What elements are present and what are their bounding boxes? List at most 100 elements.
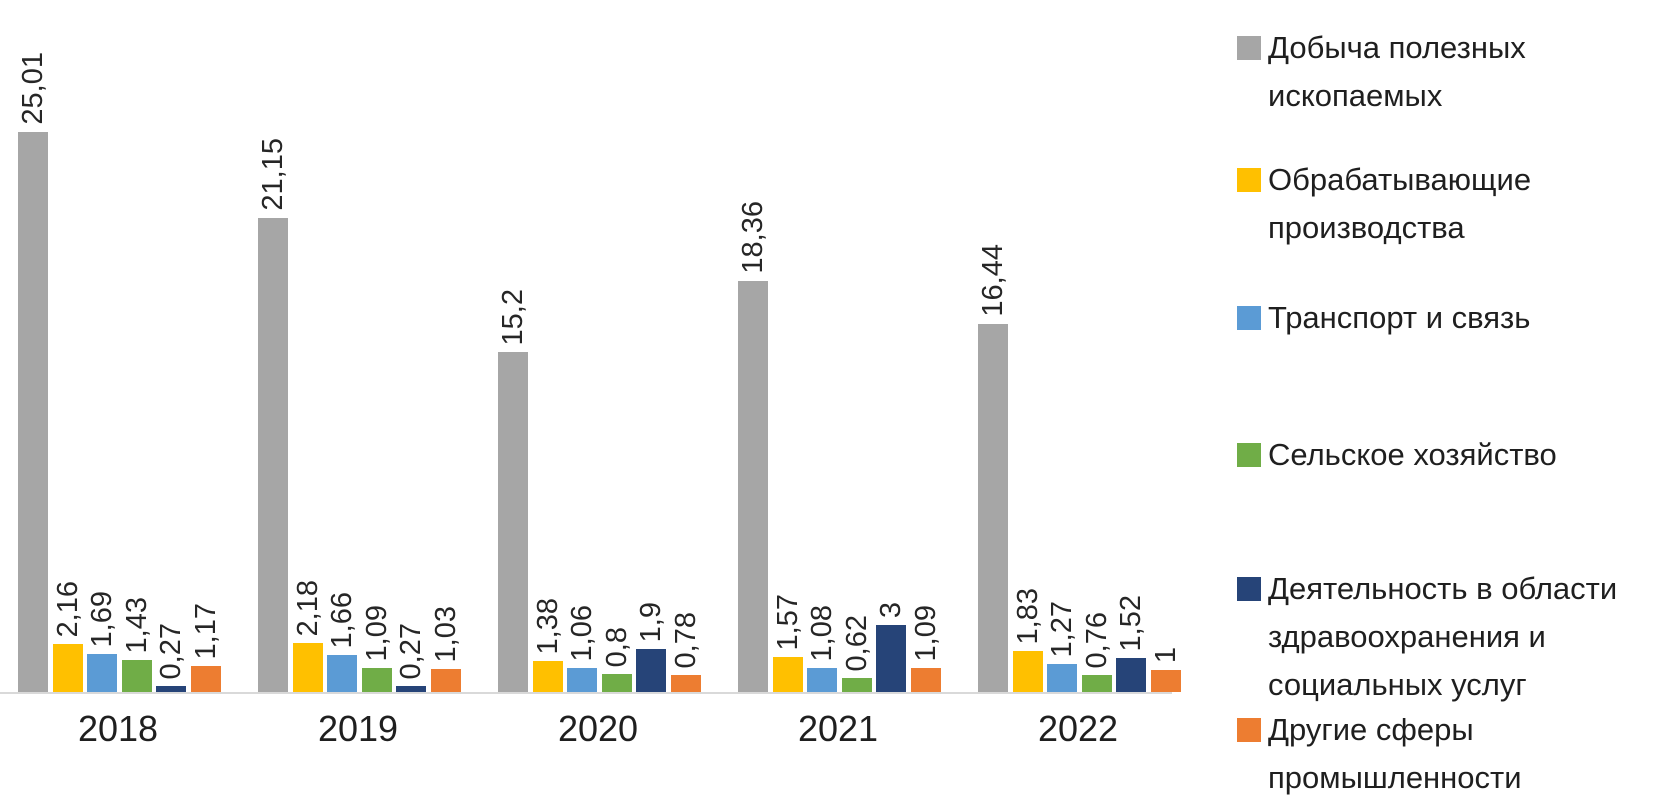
bar-2020-s0 — [498, 352, 528, 692]
bar-value-label-2022-s3: 0,76 — [1081, 611, 1113, 668]
bar-2018-s0 — [18, 132, 48, 692]
x-axis-label-2021: 2021 — [797, 708, 879, 749]
bar-value-label-2019-s5: 1,03 — [430, 605, 462, 662]
bar-2020-s3 — [602, 674, 632, 692]
bar-2021-s0 — [738, 281, 768, 692]
legend-label-agriculture: Сельское хозяйство — [1268, 437, 1557, 472]
bar-value-label-2020-s1: 1,38 — [532, 597, 564, 654]
bar-value-label-2021-s1: 1,57 — [772, 593, 804, 650]
bar-slot-2019-s0: 21,15 — [257, 0, 289, 692]
bar-slot-2019-s4: 0,27 — [395, 0, 427, 692]
bar-slot-2018-s2: 1,69 — [86, 0, 118, 692]
bar-value-label-2019-s2: 1,66 — [326, 591, 358, 648]
bar-2022-s0 — [978, 324, 1008, 692]
bar-value-label-2018-s3: 1,43 — [121, 596, 153, 653]
bar-slot-2021-s1: 1,57 — [772, 0, 804, 692]
bar-slot-2019-s5: 1,03 — [430, 0, 462, 692]
bar-2019-s5 — [431, 669, 461, 692]
bar-value-label-2019-s1: 2,18 — [292, 579, 324, 636]
bar-2019-s3 — [362, 668, 392, 692]
legend-item-transport: Транспорт и связь — [1237, 294, 1530, 342]
bar-value-label-2020-s0: 15,2 — [497, 288, 529, 345]
bar-2022-s1 — [1013, 651, 1043, 692]
legend-swatch-other-icon — [1237, 718, 1261, 742]
bar-2019-s1 — [293, 643, 323, 692]
bar-2020-s4 — [636, 649, 666, 692]
bar-value-label-2021-s0: 18,36 — [737, 201, 769, 274]
bar-value-label-2018-s0: 25,01 — [17, 52, 49, 125]
bar-value-label-2022-s5: 1 — [1150, 646, 1182, 663]
bar-2021-s1 — [773, 657, 803, 692]
bar-2018-s1 — [53, 644, 83, 692]
bar-2021-s3 — [842, 678, 872, 692]
bar-slot-2022-s3: 0,76 — [1081, 0, 1113, 692]
bar-value-label-2022-s1: 1,83 — [1012, 587, 1044, 644]
legend-label-mining: Добыча полезных ископаемых — [1268, 30, 1526, 113]
legend-item-other: Другие сферы промышленности — [1237, 706, 1522, 802]
bar-slot-2021-s5: 1,09 — [910, 0, 942, 692]
chart-legend: Добыча полезных ископаемых Обрабатывающи… — [1237, 0, 1654, 806]
bar-value-label-2020-s5: 0,78 — [670, 611, 702, 668]
bar-2021-s4 — [876, 625, 906, 692]
plot-area: 25,01 2,16 1,69 1,43 0,27 1,17 21,15 2,18 1,66 1,… — [0, 0, 1182, 749]
bar-value-label-2019-s3: 1,09 — [361, 604, 393, 661]
bar-value-label-2019-s0: 21,15 — [257, 138, 289, 211]
bar-slot-2019-s2: 1,66 — [326, 0, 358, 692]
legend-item-healthcare: Деятельность в области здравоохранения и… — [1237, 565, 1617, 709]
bar-2022-s2 — [1047, 664, 1077, 692]
bar-value-label-2018-s4: 0,27 — [155, 622, 187, 679]
bar-slot-2020-s1: 1,38 — [532, 0, 564, 692]
bar-value-label-2020-s3: 0,8 — [601, 626, 633, 667]
x-axis-line — [0, 692, 1172, 694]
bar-2021-s5 — [911, 668, 941, 692]
bar-2020-s2 — [567, 668, 597, 692]
bar-2019-s0 — [258, 218, 288, 692]
bar-2021-s2 — [807, 668, 837, 692]
bar-value-label-2020-s2: 1,06 — [566, 604, 598, 661]
bar-2022-s4 — [1116, 658, 1146, 692]
bar-value-label-2018-s2: 1,69 — [86, 590, 118, 647]
bar-value-label-2018-s5: 1,17 — [190, 602, 222, 659]
bar-value-label-2021-s3: 0,62 — [841, 614, 873, 671]
bar-value-label-2021-s4: 3 — [875, 601, 907, 618]
x-axis-label-2018: 2018 — [77, 708, 159, 749]
bar-slot-2018-s3: 1,43 — [121, 0, 153, 692]
bar-value-label-2022-s4: 1,52 — [1115, 594, 1147, 651]
bar-slot-2020-s0: 15,2 — [497, 0, 529, 692]
x-axis-label-2022: 2022 — [1037, 708, 1119, 749]
bar-slot-2019-s1: 2,18 — [292, 0, 324, 692]
legend-label-other: Другие сферы промышленности — [1268, 712, 1522, 795]
legend-label-transport: Транспорт и связь — [1268, 300, 1531, 335]
bar-slot-2022-s1: 1,83 — [1012, 0, 1044, 692]
bar-2020-s5 — [671, 675, 701, 692]
bar-value-label-2022-s0: 16,44 — [977, 244, 1009, 317]
bar-2019-s2 — [327, 655, 357, 692]
bar-value-label-2018-s1: 2,16 — [52, 580, 84, 637]
bar-slot-2019-s3: 1,09 — [361, 0, 393, 692]
legend-swatch-manufacturing-icon — [1237, 168, 1261, 192]
bar-slot-2021-s4: 3 — [875, 0, 907, 692]
legend-item-agriculture: Сельское хозяйство — [1237, 431, 1557, 479]
legend-swatch-transport-icon — [1237, 306, 1261, 330]
bar-slot-2021-s3: 0,62 — [841, 0, 873, 692]
bar-slot-2022-s2: 1,27 — [1046, 0, 1078, 692]
bar-slot-2021-s0: 18,36 — [737, 0, 769, 692]
bar-value-label-2021-s5: 1,09 — [910, 604, 942, 661]
bar-2019-s4 — [396, 686, 426, 692]
bar-2020-s1 — [533, 661, 563, 692]
bar-value-label-2022-s2: 1,27 — [1046, 600, 1078, 657]
bar-slot-2018-s5: 1,17 — [190, 0, 222, 692]
legend-label-healthcare: Деятельность в области здравоохранения и… — [1268, 571, 1618, 702]
bar-value-label-2020-s4: 1,9 — [635, 601, 667, 642]
bar-value-label-2019-s4: 0,27 — [395, 622, 427, 679]
bar-slot-2021-s2: 1,08 — [806, 0, 838, 692]
legend-item-mining: Добыча полезных ископаемых — [1237, 24, 1526, 120]
bar-slot-2022-s4: 1,52 — [1115, 0, 1147, 692]
bar-slot-2020-s5: 0,78 — [670, 0, 702, 692]
bar-2018-s5 — [191, 666, 221, 692]
bar-slot-2020-s3: 0,8 — [601, 0, 633, 692]
legend-label-manufacturing: Обрабатывающие производства — [1268, 162, 1532, 245]
x-axis-label-2019: 2019 — [317, 708, 399, 749]
bar-slot-2020-s4: 1,9 — [635, 0, 667, 692]
